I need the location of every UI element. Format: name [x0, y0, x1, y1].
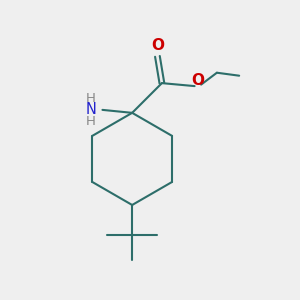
- Text: O: O: [192, 73, 205, 88]
- Text: H: H: [86, 115, 96, 128]
- Text: O: O: [151, 38, 164, 53]
- Text: N: N: [86, 102, 97, 117]
- Text: H: H: [86, 92, 96, 105]
